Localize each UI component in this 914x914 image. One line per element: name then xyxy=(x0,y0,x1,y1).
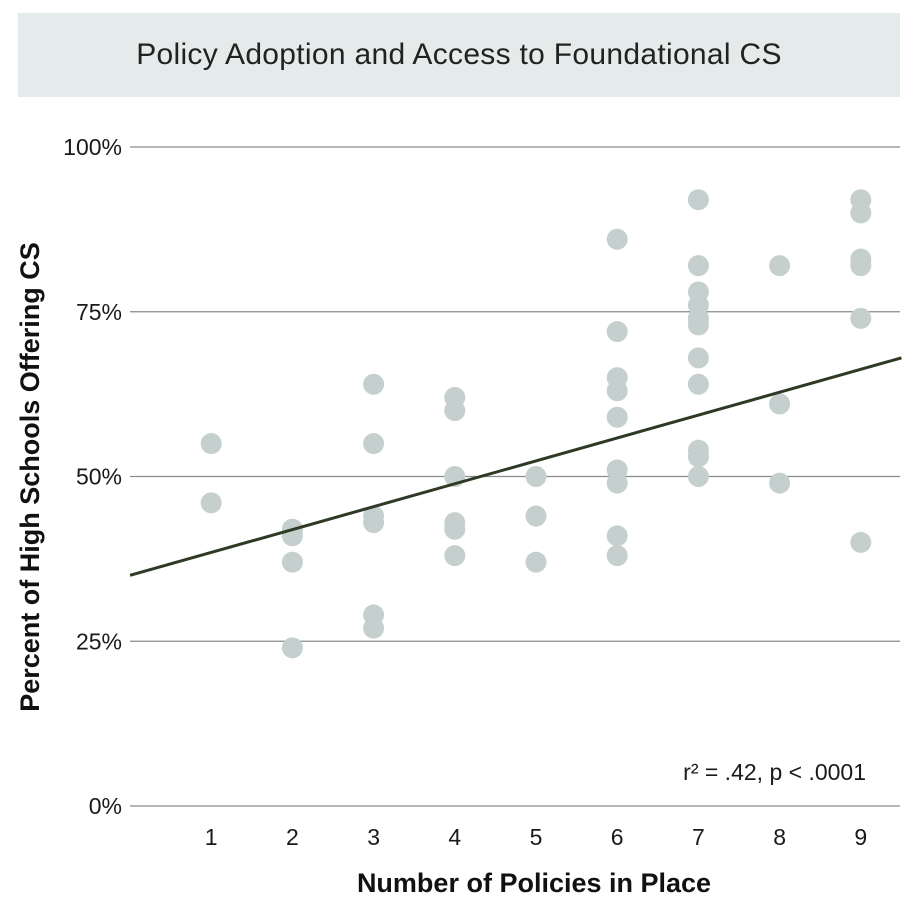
y-tick-label: 75% xyxy=(76,299,122,325)
x-tick-label: 9 xyxy=(854,824,867,850)
x-tick-label: 7 xyxy=(692,824,705,850)
chart-title: Policy Adoption and Access to Foundation… xyxy=(136,38,782,71)
data-point xyxy=(444,518,466,540)
data-point xyxy=(687,189,709,211)
data-point xyxy=(281,551,303,573)
data-point xyxy=(363,373,385,395)
data-point xyxy=(606,228,628,250)
data-point xyxy=(363,617,385,639)
data-point xyxy=(606,545,628,567)
data-points xyxy=(200,189,872,659)
data-point xyxy=(850,255,872,277)
data-point xyxy=(687,314,709,336)
chart-title-band: Policy Adoption and Access to Foundation… xyxy=(18,13,900,97)
data-point xyxy=(606,380,628,402)
data-point xyxy=(606,472,628,494)
data-point xyxy=(281,637,303,659)
x-tick-label: 4 xyxy=(448,824,461,850)
x-tick-label: 2 xyxy=(286,824,299,850)
data-point xyxy=(687,466,709,487)
trendline xyxy=(129,356,902,577)
data-point xyxy=(363,433,385,455)
x-tick-label: 6 xyxy=(611,824,624,850)
x-tick-label: 1 xyxy=(205,824,218,850)
y-tick-label: 0% xyxy=(89,793,122,819)
data-point xyxy=(687,347,709,369)
data-point xyxy=(687,446,709,468)
y-tick-label: 25% xyxy=(76,628,122,654)
x-axis-title: Number of Policies in Place xyxy=(357,868,711,898)
data-point xyxy=(606,525,628,547)
data-point xyxy=(850,531,872,553)
data-point xyxy=(606,406,628,428)
data-point xyxy=(687,373,709,395)
data-point xyxy=(525,505,547,527)
data-point xyxy=(687,255,709,277)
data-point xyxy=(363,512,385,534)
data-point xyxy=(850,202,872,224)
data-point xyxy=(525,551,547,573)
trendline-group xyxy=(129,356,902,577)
data-point xyxy=(444,400,466,422)
data-point xyxy=(200,492,222,514)
regression-annotation: r² = .42, p < .0001 xyxy=(683,759,866,785)
y-axis-title: Percent of High Schools Offering CS xyxy=(15,242,45,712)
y-tick-label: 100% xyxy=(63,134,122,160)
data-point xyxy=(444,545,466,567)
data-point xyxy=(850,307,872,329)
y-tick-label: 50% xyxy=(76,464,122,490)
y-tick-labels: 0% 25% 50% 75% 100% xyxy=(63,134,122,819)
x-tick-label: 8 xyxy=(773,824,786,850)
x-tick-label: 5 xyxy=(530,824,543,850)
data-point xyxy=(769,472,791,494)
data-point xyxy=(769,255,791,277)
x-tick-label: 3 xyxy=(367,824,380,850)
data-point xyxy=(200,433,222,455)
x-tick-labels: 1 2 3 4 5 6 7 8 9 xyxy=(205,824,867,850)
data-point xyxy=(606,321,628,343)
data-point xyxy=(525,466,547,487)
data-point xyxy=(769,393,791,415)
